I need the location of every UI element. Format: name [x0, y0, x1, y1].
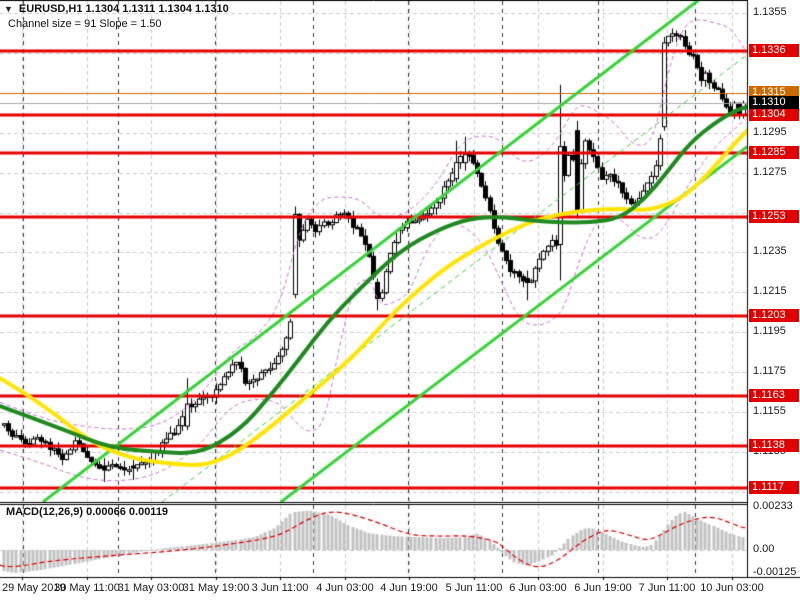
chart-window: ▼ EURUSD,H1 1.1304 1.1311 1.1304 1.1310 C…	[0, 0, 800, 600]
price-chart-canvas[interactable]	[0, 0, 800, 600]
